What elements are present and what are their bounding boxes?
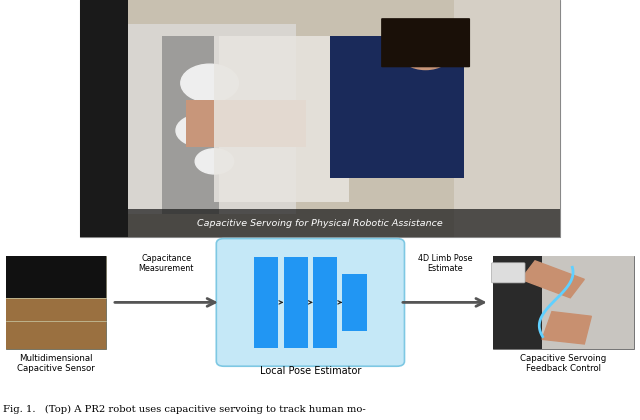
Text: Capacitive Servoing for Physical Robotic Assistance: Capacitive Servoing for Physical Robotic… [197, 218, 443, 228]
Text: Fig. 1.   (Top) A PR2 robot uses capacitive servoing to track human mo-: Fig. 1. (Top) A PR2 robot uses capacitiv… [3, 405, 366, 414]
Text: Capacitance
Measurement: Capacitance Measurement [139, 254, 194, 273]
FancyBboxPatch shape [161, 36, 219, 213]
FancyBboxPatch shape [80, 0, 128, 237]
FancyBboxPatch shape [6, 256, 106, 349]
Text: Multidimensional
Capacitive Sensor: Multidimensional Capacitive Sensor [17, 354, 95, 373]
Polygon shape [521, 261, 584, 298]
Text: 4D Limb Pose
Estimate: 4D Limb Pose Estimate [417, 254, 472, 273]
FancyBboxPatch shape [381, 18, 470, 67]
Circle shape [195, 149, 234, 174]
Text: Capacitive Servoing
Feedback Control: Capacitive Servoing Feedback Control [520, 354, 606, 373]
FancyBboxPatch shape [186, 100, 306, 147]
FancyBboxPatch shape [6, 256, 106, 298]
FancyBboxPatch shape [493, 256, 634, 349]
FancyBboxPatch shape [313, 257, 337, 348]
FancyBboxPatch shape [254, 257, 278, 348]
FancyBboxPatch shape [454, 0, 560, 237]
FancyBboxPatch shape [492, 263, 525, 283]
FancyBboxPatch shape [330, 36, 464, 178]
FancyBboxPatch shape [80, 0, 560, 237]
FancyBboxPatch shape [342, 274, 367, 331]
Circle shape [399, 35, 452, 70]
FancyBboxPatch shape [216, 239, 404, 366]
Circle shape [176, 115, 224, 146]
FancyBboxPatch shape [128, 24, 296, 213]
Polygon shape [542, 312, 591, 344]
FancyBboxPatch shape [214, 36, 349, 202]
FancyBboxPatch shape [6, 298, 106, 349]
Circle shape [181, 64, 239, 102]
FancyBboxPatch shape [535, 256, 634, 349]
FancyBboxPatch shape [128, 0, 560, 237]
Text: Local Pose Estimator: Local Pose Estimator [260, 366, 361, 376]
FancyBboxPatch shape [493, 256, 542, 349]
FancyBboxPatch shape [284, 257, 308, 348]
FancyBboxPatch shape [80, 209, 560, 237]
